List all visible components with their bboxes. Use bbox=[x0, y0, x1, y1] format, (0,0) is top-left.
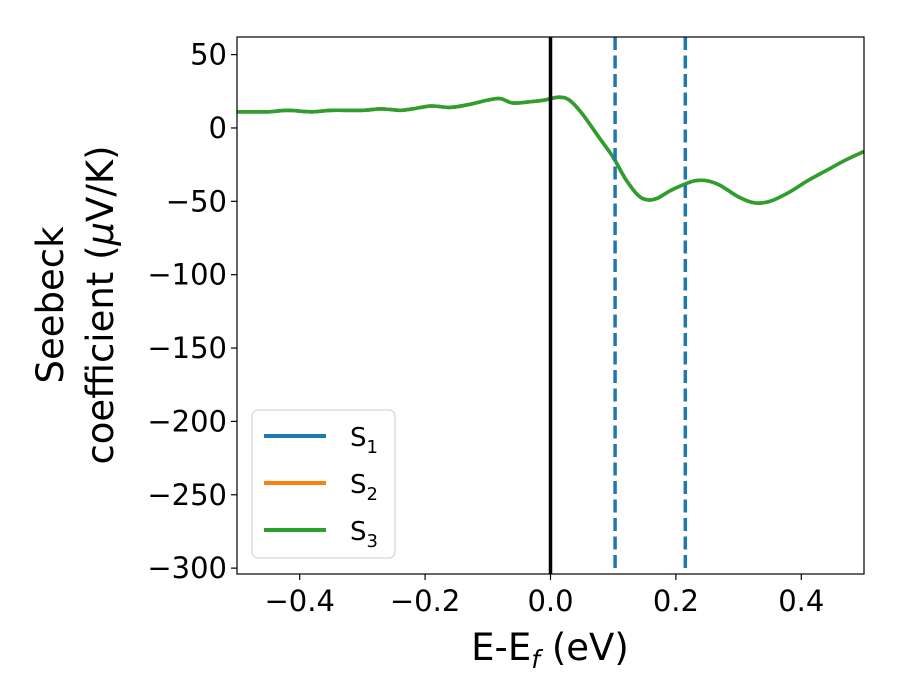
x-axis-ticks: −0.4 −0.2 0.0 0.2 0.4 bbox=[264, 574, 824, 618]
legend-label-subscript: 2 bbox=[367, 484, 378, 505]
y-tick-label: 50 bbox=[190, 38, 227, 72]
y-axis-label-mu: μ bbox=[79, 222, 122, 247]
y-tick-label: −250 bbox=[147, 478, 227, 512]
x-axis-label-unit: (eV) bbox=[540, 626, 629, 669]
y-tick-label: 0 bbox=[209, 111, 227, 145]
x-tick-label: 0.4 bbox=[778, 584, 824, 618]
legend-label-subscript: 3 bbox=[367, 531, 378, 552]
x-axis-label-main: E-E bbox=[471, 626, 531, 669]
y-axis-label-line2: coefficient (μV/K) bbox=[79, 145, 122, 464]
vertical-marker-lines bbox=[548, 37, 688, 574]
y-axis-label-prefix: coefficient ( bbox=[79, 245, 122, 464]
x-tick-label: −0.4 bbox=[264, 584, 334, 618]
legend-label-s1: S1 bbox=[350, 423, 378, 458]
legend-label-text: S bbox=[350, 470, 367, 500]
legend-label-text: S bbox=[350, 517, 367, 547]
y-tick-label: −50 bbox=[166, 184, 227, 218]
y-tick-label: −200 bbox=[147, 404, 227, 438]
x-axis-label: E-Ef (eV) bbox=[471, 626, 629, 674]
y-tick-label: −300 bbox=[147, 551, 227, 585]
x-tick-label: −0.2 bbox=[390, 584, 460, 618]
y-tick-label: −100 bbox=[147, 258, 227, 292]
legend-label-text: S bbox=[350, 423, 367, 453]
legend-label-s3: S3 bbox=[350, 517, 378, 552]
series-line-s3 bbox=[237, 95, 864, 205]
x-tick-label: 0.0 bbox=[527, 584, 573, 618]
y-axis-label: Seebeck coefficient (μV/K) bbox=[29, 145, 122, 464]
x-tick-label: 0.2 bbox=[653, 584, 699, 618]
y-axis-label-line1: Seebeck bbox=[29, 226, 72, 384]
series-layer bbox=[237, 95, 864, 205]
y-tick-label: −150 bbox=[147, 331, 227, 365]
y-axis-ticks: 50 0 −50 −100 −150 −200 −250 −300 bbox=[147, 38, 237, 585]
legend-label-s2: S2 bbox=[350, 470, 378, 505]
y-axis-label-unit: V/K) bbox=[79, 145, 122, 221]
legend-label-subscript: 1 bbox=[367, 437, 378, 458]
